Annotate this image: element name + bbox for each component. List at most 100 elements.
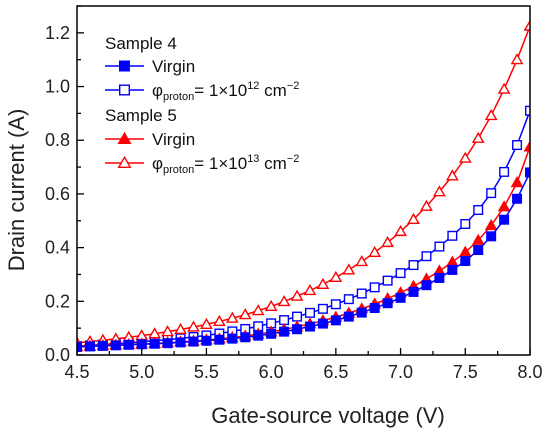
series-4 xyxy=(77,19,530,348)
series-1-point xyxy=(499,214,510,225)
series-2-point xyxy=(460,218,471,229)
series-1-point xyxy=(136,339,147,350)
series-1-point xyxy=(240,332,251,343)
series-4-point xyxy=(394,224,407,237)
series-4-point xyxy=(329,270,343,282)
series-2-point xyxy=(486,188,497,199)
series-1-point xyxy=(395,292,406,303)
legend-marker xyxy=(117,155,132,169)
series-4-point xyxy=(484,108,498,121)
series-3-point xyxy=(510,176,524,188)
y-tick-label: 0.2 xyxy=(45,291,70,311)
series-1-point xyxy=(356,307,367,318)
series-1-point xyxy=(486,231,497,242)
plot-frame xyxy=(76,5,531,356)
series-1-point xyxy=(330,315,341,326)
series-1-point xyxy=(253,330,264,341)
y-tick-label: 0.6 xyxy=(45,184,70,204)
axes: 4.5 5.0 5.5 6.0 6.5 7.0 7.5 8.0 0.0 0.2 0.4 0.6 0.8 1… xyxy=(45,5,543,382)
series-2-point xyxy=(292,311,303,322)
series-4-point xyxy=(316,277,330,289)
series-1-point xyxy=(525,167,530,178)
legend-group-title: Sample 5 xyxy=(105,106,177,125)
series-2-point xyxy=(382,275,393,286)
series-1-point xyxy=(421,280,432,291)
series-1-point xyxy=(110,340,121,351)
series-1-point xyxy=(201,335,212,346)
series-4-point xyxy=(303,283,317,296)
series-1-point xyxy=(97,340,108,351)
series-4-point xyxy=(290,289,304,301)
series-1-point xyxy=(175,337,186,348)
series-4-point xyxy=(238,308,252,320)
series-1-point xyxy=(214,334,225,345)
series-1-point xyxy=(447,264,458,275)
legend-marker xyxy=(118,60,130,72)
series-group xyxy=(77,19,530,352)
series-2-point xyxy=(512,140,523,151)
series-2-point xyxy=(369,282,380,293)
series-4-line xyxy=(77,25,530,344)
x-tick-label: 7.5 xyxy=(453,362,478,382)
series-4-point xyxy=(510,53,524,65)
series-1-point xyxy=(266,328,277,339)
series-1-point xyxy=(292,324,303,335)
series-2-point xyxy=(343,294,354,305)
series-3-point xyxy=(445,255,459,267)
series-3-line xyxy=(77,146,530,348)
y-axis-title: Drain current (A) xyxy=(4,109,29,272)
series-1-point xyxy=(369,303,380,314)
series-4-point xyxy=(355,255,369,267)
y-tick-label: 0.0 xyxy=(45,345,70,365)
legend-item: φproton= 1×1012 cm−2 xyxy=(105,80,299,103)
x-tick-label: 6.0 xyxy=(259,362,284,382)
series-1-point xyxy=(123,339,134,350)
series-3-point xyxy=(523,140,530,152)
series-3 xyxy=(77,140,530,352)
series-2-point xyxy=(499,166,510,177)
series-4-point xyxy=(174,322,187,335)
legend-label: Virgin xyxy=(152,130,195,149)
series-2-point xyxy=(395,268,406,279)
series-1-point xyxy=(84,341,95,352)
series-1-point xyxy=(512,193,523,204)
series-1-point xyxy=(227,333,238,344)
series-4-point xyxy=(161,325,174,337)
legend-label: Virgin xyxy=(152,57,195,76)
series-2-point xyxy=(473,205,484,216)
y-tick-label: 0.8 xyxy=(45,130,70,150)
x-tick-label: 5.0 xyxy=(129,362,154,382)
series-2-point xyxy=(421,251,432,262)
series-2-point xyxy=(330,299,341,310)
series-4-point xyxy=(368,245,382,258)
series-1-point xyxy=(382,298,393,309)
series-2 xyxy=(77,105,530,352)
series-4-point xyxy=(420,199,433,211)
y-tick-label: 0.4 xyxy=(45,238,70,258)
series-2-point xyxy=(525,105,530,116)
series-4-point xyxy=(433,185,446,197)
series-2-point xyxy=(317,303,328,314)
series-1-point xyxy=(304,321,315,332)
series-4-point xyxy=(213,314,226,327)
series-2-point xyxy=(447,230,458,241)
legend-item: φproton= 1×1013 cm−2 xyxy=(105,153,299,176)
y-tick-label: 1.0 xyxy=(45,77,70,97)
series-4-point xyxy=(264,299,278,311)
plot-area xyxy=(77,19,530,352)
legend-group-title: Sample 4 xyxy=(105,34,177,53)
series-4-point xyxy=(200,317,213,329)
series-4-point xyxy=(277,295,291,307)
x-axis-title: Gate-source voltage (V) xyxy=(211,403,445,428)
series-1-point xyxy=(317,318,328,329)
x-tick-label: 5.5 xyxy=(194,362,219,382)
series-4-point xyxy=(381,235,394,248)
series-4-point xyxy=(251,304,265,316)
series-2-point xyxy=(356,288,367,299)
series-4-point xyxy=(187,320,200,332)
series-3-point xyxy=(484,219,498,231)
x-tick-label: 6.5 xyxy=(323,362,348,382)
series-1-point xyxy=(162,338,173,349)
legend-label: φproton= 1×1012 cm−2 xyxy=(152,80,299,103)
